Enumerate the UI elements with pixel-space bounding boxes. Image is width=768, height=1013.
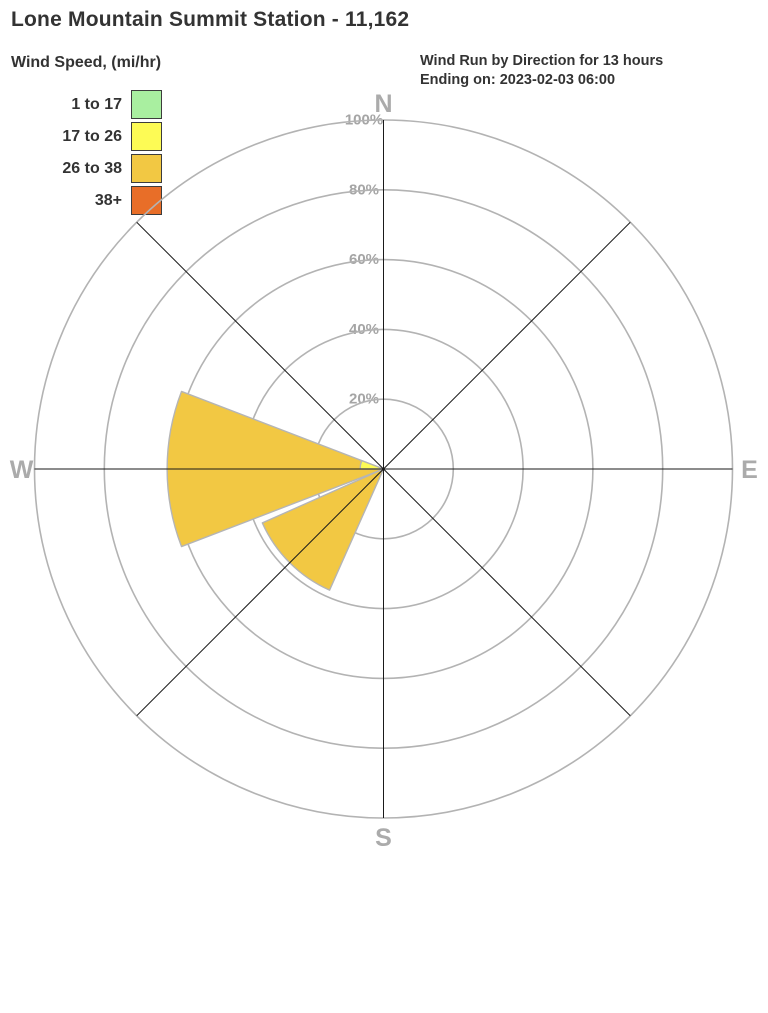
legend-title: Wind Speed, (mi/hr): [11, 54, 162, 71]
legend-color-swatch: [131, 154, 162, 183]
direction-label: S: [375, 824, 392, 852]
legend-item-label: 26 to 38: [62, 159, 122, 177]
legend-item-label: 38+: [94, 191, 122, 209]
direction-label: N: [374, 90, 392, 118]
direction-label: W: [10, 456, 34, 484]
chart-caption: Wind Run by Direction for 13 hours Endin…: [420, 52, 750, 90]
direction-label: E: [741, 456, 758, 484]
ring-percent-label: 60%: [349, 251, 379, 268]
legend-item: 17 to 26: [10, 122, 162, 151]
legend-color-swatch: [131, 122, 162, 151]
wind-speed-legend: 1 to 17 17 to 26 26 to 38 38+: [10, 90, 162, 215]
legend-item-label: 17 to 26: [62, 127, 122, 145]
legend-color-swatch: [131, 186, 162, 215]
legend-item-label: 1 to 17: [71, 95, 122, 113]
caption-line2: Ending on: 2023-02-03 06:00: [420, 72, 616, 88]
legend-item: 1 to 17: [10, 90, 162, 119]
legend-color-swatch: [131, 90, 162, 119]
caption-line1: Wind Run by Direction for 13 hours: [420, 53, 664, 69]
legend-item: 26 to 38: [10, 154, 162, 183]
ring-percent-label: 20%: [349, 391, 379, 408]
axis-line: [136, 221, 631, 717]
legend-item: 38+: [10, 186, 162, 215]
page-title: Lone Mountain Summit Station - 11,162: [11, 8, 410, 31]
ring-percent-label: 40%: [349, 321, 379, 338]
